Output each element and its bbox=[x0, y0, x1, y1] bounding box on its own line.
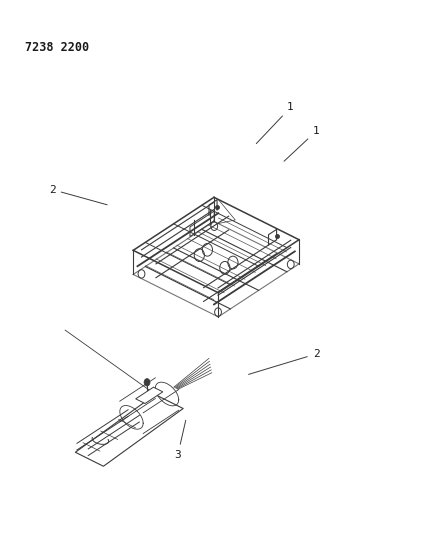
Text: 1: 1 bbox=[284, 126, 319, 161]
Text: 3: 3 bbox=[175, 421, 186, 460]
Text: 2: 2 bbox=[249, 349, 319, 374]
Circle shape bbox=[144, 378, 150, 386]
Polygon shape bbox=[136, 387, 163, 403]
Text: 7238 2200: 7238 2200 bbox=[25, 41, 89, 54]
Text: 2: 2 bbox=[49, 184, 107, 205]
Text: 1: 1 bbox=[256, 102, 294, 143]
